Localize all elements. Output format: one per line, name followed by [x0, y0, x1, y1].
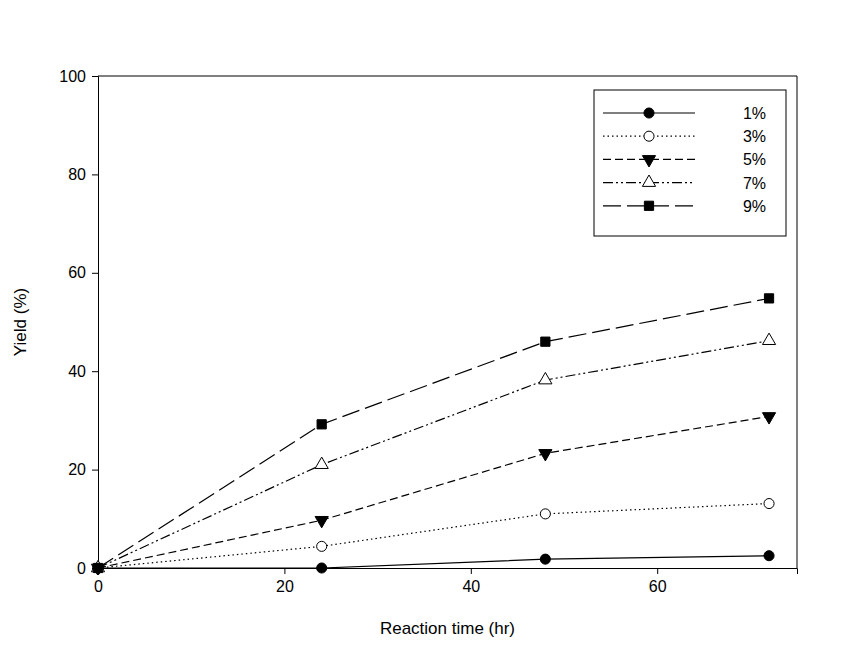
data-point [539, 372, 552, 383]
data-point [91, 560, 104, 571]
y-tick: 60 [68, 264, 98, 281]
legend-box [594, 90, 786, 236]
y-tick-label: 40 [68, 363, 86, 380]
data-point [540, 509, 550, 519]
x-tick-label: 60 [649, 578, 667, 595]
x-tick-mark [471, 568, 472, 574]
y-tick: 80 [68, 166, 98, 183]
y-tick-label: 100 [59, 68, 86, 85]
y-tick-mark [92, 174, 98, 175]
x-tick: 40 [462, 568, 480, 595]
lines [98, 298, 769, 568]
y-axis-line [92, 77, 99, 569]
legend: 1% 3% 5% 7% 9% [594, 90, 786, 236]
data-point [93, 563, 102, 572]
series-line [98, 341, 769, 568]
legend-label: 7% [743, 175, 766, 192]
x-tick-label: 20 [276, 578, 294, 595]
y-tick-mark [92, 470, 98, 471]
data-point [762, 333, 775, 344]
legend-marker [644, 131, 654, 141]
legend-label: 5% [743, 151, 766, 168]
y-tick-label: 20 [68, 461, 86, 478]
series-line [98, 416, 769, 568]
data-point [315, 516, 328, 527]
data-point [91, 564, 104, 575]
data-point [762, 413, 775, 424]
data-point [764, 499, 774, 509]
data-point [315, 457, 328, 468]
legend-marker [642, 156, 655, 167]
series-line [98, 556, 769, 568]
x-tick-label: 40 [462, 578, 480, 595]
legend-marker [642, 175, 655, 186]
legend-marker [644, 108, 654, 118]
series-line [98, 504, 769, 568]
frame-top [98, 76, 797, 77]
x-axis-line [99, 569, 798, 575]
legend-marker [644, 201, 653, 210]
y-tick-label: 0 [77, 560, 86, 577]
x-tick-mark [284, 568, 285, 574]
x-tick-mark [657, 568, 658, 574]
legend-label: 9% [743, 198, 766, 215]
data-point [540, 554, 550, 564]
data-point [764, 551, 774, 561]
x-tick: 20 [276, 568, 294, 595]
x-axis-title: Reaction time (hr) [380, 619, 515, 638]
y-tick-label: 60 [68, 264, 86, 281]
y-tick: 20 [68, 461, 98, 478]
data-point [317, 563, 327, 573]
x-tick-label: 0 [94, 578, 103, 595]
data-point [541, 337, 550, 346]
markers [91, 294, 775, 575]
y-axis: 0 20 40 60 80 100 [59, 68, 98, 577]
data-point [317, 420, 326, 429]
series-line [98, 298, 769, 568]
y-tick-mark [92, 273, 98, 274]
data-point [317, 541, 327, 551]
legend-label: 3% [743, 128, 766, 145]
x-tick: 60 [649, 568, 667, 595]
y-tick: 40 [68, 363, 98, 380]
y-tick: 100 [59, 68, 98, 85]
y-axis-title: Yield (%) [11, 288, 30, 356]
frame-right [797, 76, 798, 568]
x-axis: 0 20 40 60 [94, 568, 797, 595]
plot-area: 0 20 40 60 0 20 40 60 80 100 1% 3% 5% 7% 9% [59, 68, 797, 596]
data-point [93, 563, 103, 573]
chart: 0 20 40 60 0 20 40 60 80 100 1% 3% 5% 7% 9% Reaction ti… [0, 0, 865, 656]
y-tick-mark [92, 76, 98, 77]
legend-label: 1% [743, 105, 766, 122]
data-point [764, 294, 773, 303]
data-point [539, 450, 552, 461]
y-tick-label: 80 [68, 166, 86, 183]
y-tick-mark [92, 371, 98, 372]
data-point [93, 563, 103, 573]
